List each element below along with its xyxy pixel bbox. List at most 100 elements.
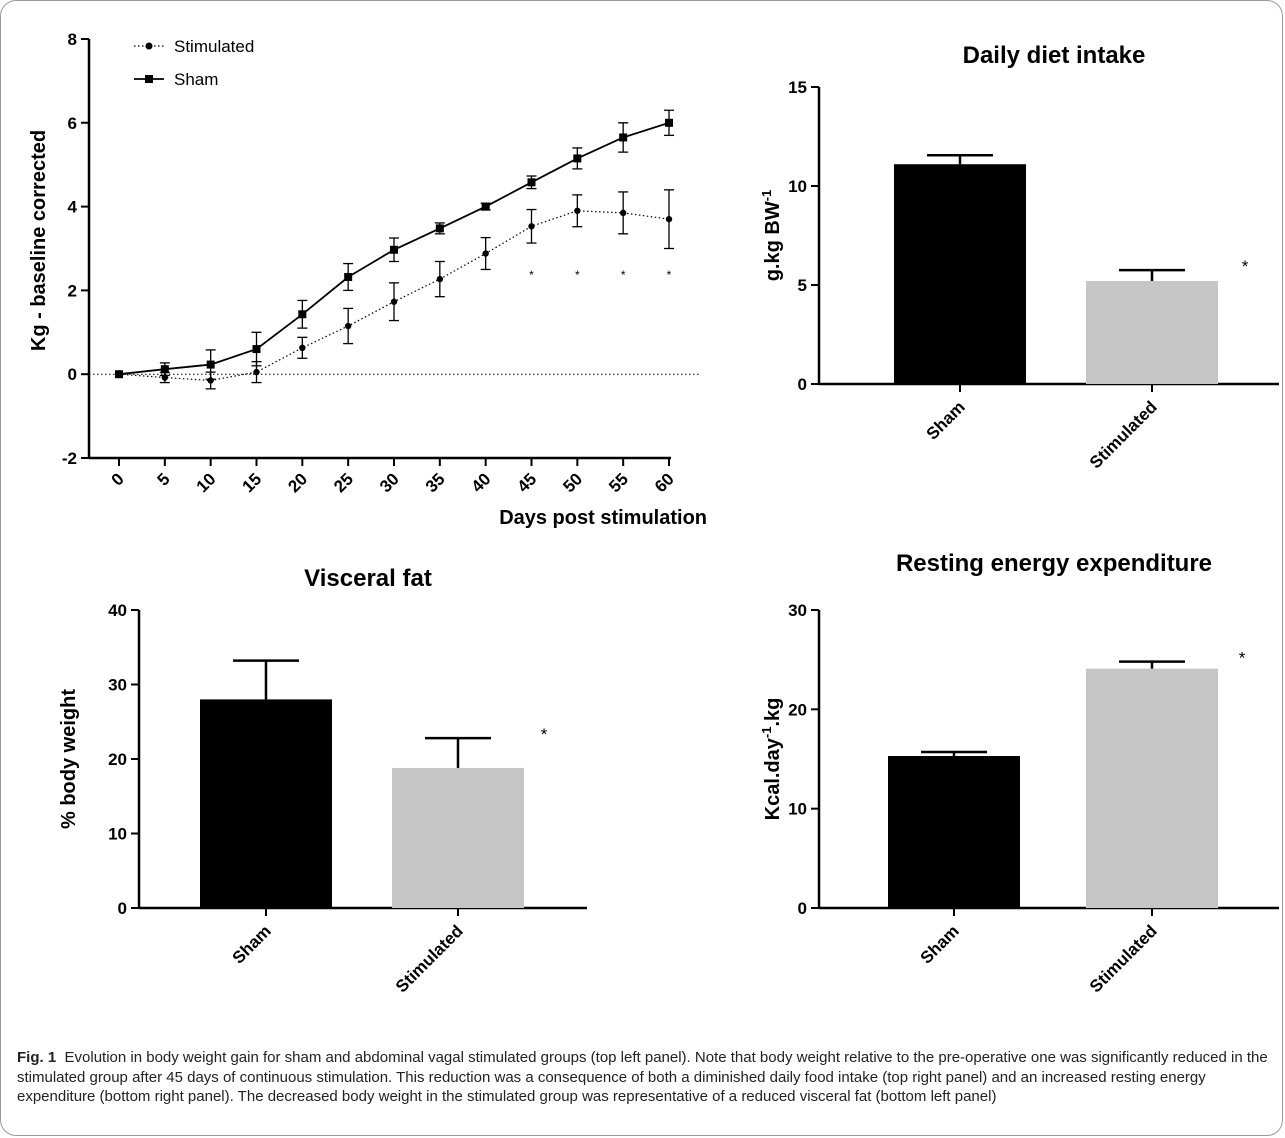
y-axis-label: g.kg BW-1 bbox=[759, 190, 784, 282]
data-point bbox=[573, 154, 582, 163]
figure-caption: Fig. 1 Evolution in body weight gain for… bbox=[17, 1048, 1272, 1107]
caption-label: Fig. 1 bbox=[17, 1049, 57, 1066]
x-tick-label: 20 bbox=[284, 469, 311, 496]
y-tick-label: 4 bbox=[68, 198, 78, 217]
bar-chart-visceral-fat: Visceral fat 0 10 20 30 40 Sham Stimulated * % bo… bbox=[58, 565, 587, 996]
y-tick-label: 15 bbox=[788, 78, 807, 97]
y-tick-label: 0 bbox=[118, 899, 127, 918]
data-point bbox=[482, 250, 489, 257]
y-axis-label-text: % body weight bbox=[58, 689, 80, 829]
y-tick-label: 6 bbox=[68, 114, 77, 133]
bar-chart-daily-diet-intake: Daily diet intake 0 5 10 15 Sham Stimulated * g.… bbox=[759, 42, 1279, 472]
y-tick-label: 10 bbox=[788, 177, 807, 196]
x-tick-label: 55 bbox=[605, 469, 632, 496]
data-point bbox=[252, 345, 261, 354]
data-point bbox=[115, 370, 123, 379]
y-axis-label-text: Kcal.day bbox=[762, 737, 784, 820]
x-tick-label: 5 bbox=[154, 469, 174, 489]
data-point bbox=[344, 322, 352, 330]
y-tick-label: 0 bbox=[798, 375, 807, 394]
y-axis-label-text: g.kg BW bbox=[762, 201, 784, 281]
y-tick-label: 5 bbox=[798, 276, 807, 295]
data-point bbox=[160, 365, 169, 374]
data-point bbox=[665, 215, 673, 223]
y-tick-label: 0 bbox=[798, 899, 807, 918]
y-axis-label-superscript: -1 bbox=[759, 190, 774, 202]
y-tick-label: -2 bbox=[62, 449, 77, 468]
x-tick-label: 0 bbox=[108, 469, 128, 489]
x-tick-label: Stimulated bbox=[392, 921, 467, 996]
y-tick-label: 8 bbox=[68, 30, 77, 49]
legend-swatch-marker bbox=[145, 42, 153, 50]
series-stimulated bbox=[115, 189, 674, 390]
x-tick-label: 25 bbox=[330, 469, 357, 496]
y-tick-label: 40 bbox=[108, 601, 127, 620]
x-tick-label: Sham bbox=[923, 397, 969, 443]
data-point bbox=[665, 118, 673, 127]
y-tick-label: 2 bbox=[68, 281, 77, 300]
bar-sham bbox=[200, 699, 332, 908]
x-tick-label: Stimulated bbox=[1086, 397, 1161, 472]
legend-label: Sham bbox=[174, 70, 218, 89]
data-point bbox=[619, 133, 628, 142]
x-axis-label: Days post stimulation bbox=[499, 507, 707, 529]
significance-star: * bbox=[575, 268, 580, 282]
data-point bbox=[527, 178, 536, 187]
data-point bbox=[253, 368, 260, 376]
significance-star: * bbox=[667, 268, 672, 282]
data-point bbox=[299, 344, 306, 352]
data-point bbox=[344, 272, 353, 281]
series-sham bbox=[115, 109, 674, 380]
x-tick-label: Sham bbox=[229, 921, 275, 967]
y-tick-label: 30 bbox=[788, 601, 807, 620]
x-tick-label: 60 bbox=[651, 469, 678, 496]
caption-text: Evolution in body weight gain for sham a… bbox=[17, 1049, 1268, 1105]
chart-title: Daily diet intake bbox=[963, 42, 1146, 69]
data-point bbox=[390, 298, 398, 305]
significance-star: * bbox=[1242, 257, 1249, 276]
x-tick-label: Stimulated bbox=[1086, 921, 1161, 996]
y-axis-label: Kcal.day-1.kg bbox=[759, 698, 784, 821]
data-point bbox=[206, 360, 215, 369]
y-tick-label: 20 bbox=[108, 750, 127, 769]
chart-title: Visceral fat bbox=[304, 565, 432, 592]
y-tick-label: 30 bbox=[108, 676, 127, 695]
significance-star: * bbox=[1239, 649, 1246, 668]
bar-sham bbox=[894, 164, 1026, 384]
x-tick-label: 45 bbox=[514, 469, 541, 496]
legend-label: Stimulated bbox=[174, 37, 254, 56]
data-point bbox=[574, 207, 581, 214]
x-tick-label: Sham bbox=[917, 921, 963, 967]
bar-stimulated bbox=[1086, 668, 1218, 908]
y-axis-label: % body weight bbox=[58, 689, 80, 829]
significance-star: * bbox=[621, 268, 626, 282]
chart-title: Resting energy expenditure bbox=[896, 550, 1212, 577]
data-point bbox=[619, 209, 627, 217]
significance-star: * bbox=[541, 725, 548, 744]
data-point bbox=[436, 275, 444, 283]
y-axis-label-superscript: -1 bbox=[759, 727, 774, 739]
x-tick-label: 30 bbox=[376, 469, 403, 496]
line-chart-weight-gain: -2 0 2 4 6 8 0 5 10 15 20 25 30 35 40 45 50 55 60 Days post… bbox=[28, 30, 707, 529]
data-point bbox=[435, 224, 444, 233]
y-axis-label: Kg - baseline corrected bbox=[28, 130, 50, 351]
bar-stimulated bbox=[392, 767, 524, 908]
y-tick-label: 10 bbox=[108, 825, 127, 844]
x-tick-label: 50 bbox=[559, 469, 586, 496]
y-tick-label: 0 bbox=[68, 365, 77, 384]
y-tick-label: 20 bbox=[788, 700, 807, 719]
y-axis-label-tail: .kg bbox=[762, 698, 784, 727]
x-tick-label: 15 bbox=[239, 469, 266, 496]
bar-chart-resting-energy-expenditure: Resting energy expenditure 0 10 20 30 Sham Sti… bbox=[759, 550, 1279, 996]
legend: Stimulated Sham bbox=[134, 37, 254, 89]
data-point bbox=[528, 223, 535, 230]
significance-star: * bbox=[529, 268, 534, 282]
data-point bbox=[298, 310, 307, 319]
x-tick-label: 10 bbox=[193, 469, 220, 496]
legend-swatch-marker bbox=[145, 75, 153, 83]
y-tick-label: 10 bbox=[788, 800, 807, 819]
bar-stimulated bbox=[1086, 281, 1218, 384]
bar-sham bbox=[888, 756, 1020, 908]
